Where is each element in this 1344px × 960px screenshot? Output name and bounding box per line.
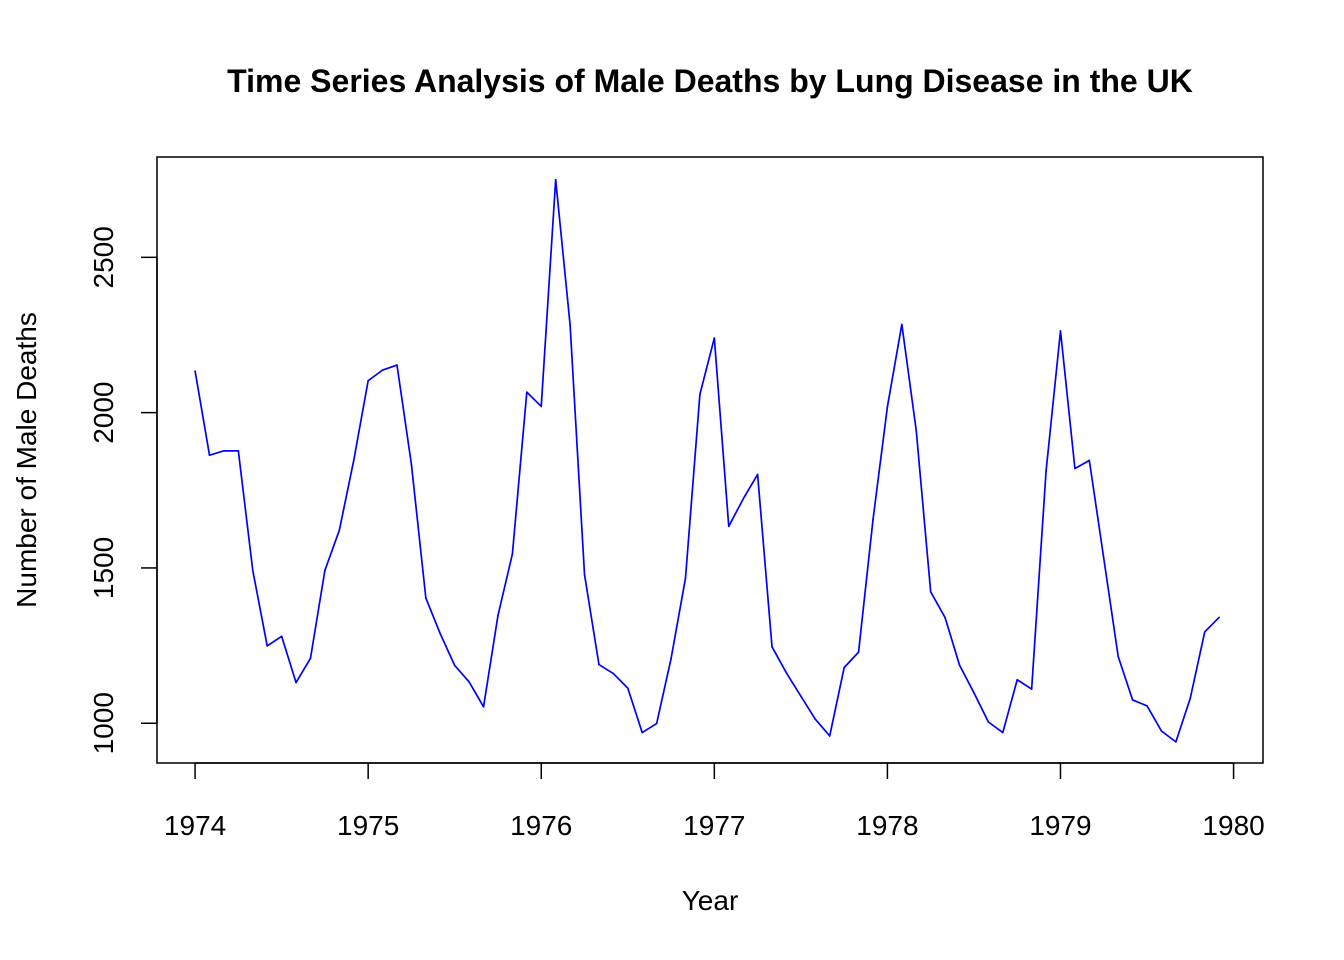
series-line-0 [194,178,1220,743]
data-point [800,695,802,698]
data-point [324,569,326,572]
data-point [526,391,528,393]
y-axis-label: Number of Male Deaths [11,312,42,608]
data-point [468,681,470,683]
data-point [266,645,269,647]
data-point [929,591,932,593]
data-point [425,597,427,599]
plot-frame [156,156,1264,764]
data-point [453,664,456,667]
data-point [598,663,600,666]
x-axis: 1974 1975 1976 1977 1978 1979 1980 [164,762,1265,841]
data-point [915,429,918,432]
data-point [886,405,889,408]
data-point [1203,631,1206,633]
data-point [280,635,283,638]
data-point [1189,697,1192,699]
data-point [742,498,744,500]
data-point [237,450,240,452]
data-point [973,692,975,694]
data-point [713,337,716,339]
data-point [958,664,961,666]
data-point [1160,730,1163,732]
y-tick-label: 1000 [88,692,119,754]
data-point [482,705,485,708]
data-point [497,614,499,617]
data-point [670,657,672,660]
data-point [684,577,687,579]
data-point [583,573,586,576]
data-point [814,718,817,720]
y-tick-label: 2000 [88,381,119,443]
data-point [1002,731,1004,734]
data-point [699,393,701,396]
data-point [901,323,903,326]
x-axis-label: Year [682,885,739,916]
data-point [1059,330,1062,332]
data-point [540,405,543,408]
data-point [439,632,442,635]
data-point [944,616,946,619]
data-point [511,553,514,555]
data-point [194,370,196,372]
data-point [554,178,557,181]
data-point [641,731,644,734]
data-point [1016,678,1019,681]
data-point [295,681,297,684]
y-axis: 1000 1500 2000 2500 [88,226,158,754]
data-point [381,369,384,371]
data-point [396,364,398,366]
x-tick-label: 1978 [856,810,918,841]
data-point [626,687,629,689]
data-point [410,463,413,466]
data-point [655,722,658,725]
data-point [1175,741,1177,743]
data-point [1131,699,1134,701]
data-point [338,529,341,532]
data-point [1030,688,1033,690]
x-tick-label: 1977 [683,810,745,841]
data-point [612,672,615,675]
x-tick-label: 1976 [510,810,572,841]
chart-title: Time Series Analysis of Male Deaths by L… [227,63,1193,99]
data-point [309,657,312,660]
data-point [756,473,759,476]
data-point [251,569,254,572]
data-point [771,646,773,648]
data-point [1088,459,1091,462]
data-point [987,721,990,723]
data-point [1045,470,1047,472]
data-point [1218,616,1220,619]
data-point [208,454,211,456]
x-tick-label: 1974 [164,810,226,841]
data-point [1074,467,1076,470]
data-point [352,459,355,462]
x-tick-label: 1979 [1029,810,1091,841]
data-point [223,450,225,452]
data-point [785,672,788,674]
data-point [727,525,730,528]
data-point [857,651,860,653]
data-point [828,735,831,737]
y-tick-label: 2500 [88,226,119,288]
data-point [1117,655,1119,658]
y-tick-label: 1500 [88,537,119,599]
x-tick-label: 1980 [1202,810,1264,841]
data-point [843,666,845,669]
data-point [1102,557,1105,560]
series-layer [194,178,1220,743]
data-point [1146,705,1148,707]
data-point [569,323,571,326]
data-point [872,518,874,521]
x-tick-label: 1975 [337,810,399,841]
data-point [367,379,369,382]
